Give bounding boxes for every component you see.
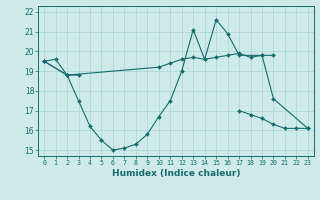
X-axis label: Humidex (Indice chaleur): Humidex (Indice chaleur) xyxy=(112,169,240,178)
